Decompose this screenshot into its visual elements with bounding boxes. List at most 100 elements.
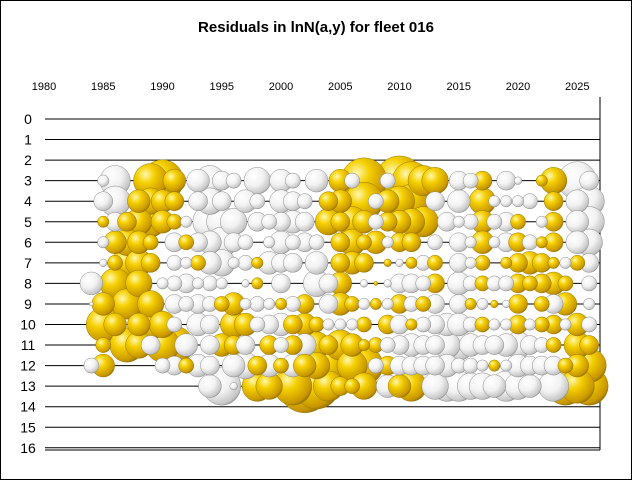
bubble-negative — [500, 359, 513, 372]
bubble-negative — [241, 279, 250, 288]
bubble-positive — [543, 191, 564, 211]
bubble-negative — [359, 279, 369, 288]
bubble-positive — [127, 189, 151, 213]
y-tick-label: 1 — [24, 132, 32, 148]
bubble-negative — [488, 318, 501, 331]
bubble-positive — [474, 316, 491, 333]
bubble-negative — [237, 255, 254, 271]
bubble-negative — [581, 275, 597, 292]
bubble-negative — [180, 256, 193, 269]
bubble-positive — [330, 232, 351, 253]
bubble-negative — [318, 273, 339, 294]
bubble-negative — [79, 271, 104, 296]
bubble-negative — [283, 253, 303, 273]
bubble-positive — [356, 316, 372, 333]
bubble-negative — [261, 213, 278, 230]
x-tick-label: 1980 — [32, 81, 56, 93]
bubble-positive — [273, 357, 289, 374]
y-tick-label: 14 — [20, 399, 36, 415]
bubble-positive — [97, 215, 110, 228]
bubble-positive — [358, 339, 370, 351]
bubble-negative — [89, 301, 94, 307]
bubble-negative — [296, 193, 313, 210]
bubble-positive — [330, 253, 351, 273]
bubble-negative — [273, 337, 289, 353]
bubble-negative — [294, 212, 315, 232]
bubble-positive — [125, 269, 153, 297]
bubble-positive — [247, 355, 268, 376]
bubble-positive — [356, 234, 372, 251]
bubble-negative — [498, 275, 515, 292]
bubble-negative — [496, 170, 516, 191]
bubble-positive — [283, 314, 303, 335]
bubble-negative — [200, 355, 220, 376]
bubble-positive — [522, 275, 538, 292]
bubble-negative — [464, 256, 477, 269]
bubble-negative — [381, 298, 394, 310]
bubble-negative — [263, 298, 276, 310]
bubble-positive — [178, 234, 195, 251]
bubble-positive — [127, 312, 151, 337]
bubble-negative — [178, 296, 195, 312]
bubble-negative — [476, 298, 489, 310]
bubble-negative — [285, 234, 301, 251]
bubble-negative — [415, 275, 432, 292]
bubble-negative — [513, 176, 523, 185]
y-tick-label: 15 — [20, 419, 36, 435]
bubble-negative — [212, 191, 232, 211]
bubble-positive — [166, 213, 183, 230]
bubble-positive — [557, 275, 574, 292]
bubble-positive — [464, 298, 477, 310]
bubble-negative — [304, 251, 329, 275]
bubble-negative — [156, 277, 169, 290]
bubble-positive — [545, 337, 562, 353]
bubble-negative — [367, 193, 384, 210]
bubble-negative — [482, 374, 506, 398]
bubble-negative — [476, 359, 489, 372]
bubble-negative — [488, 236, 501, 249]
bubble-negative — [523, 318, 536, 331]
chart-title: Residuals in lnN(a,y) for fleet 016 — [198, 19, 434, 36]
y-tick-label: 9 — [24, 296, 32, 312]
x-tick-label: 2005 — [328, 81, 352, 93]
bubble-positive — [547, 256, 560, 269]
bubble-positive — [164, 191, 185, 211]
x-tick-label: 2015 — [447, 81, 471, 93]
bubble-negative — [285, 296, 301, 312]
bubble-negative — [237, 234, 254, 251]
bubble-negative — [304, 169, 329, 193]
bubble-positive — [308, 316, 325, 333]
bubble-positive — [427, 255, 443, 271]
y-tick-label: 16 — [20, 440, 36, 456]
bubble-negative — [518, 374, 542, 398]
bubble-negative — [486, 213, 503, 230]
bubble-positive — [293, 353, 317, 378]
bubble-negative — [271, 273, 291, 294]
bubble-positive — [91, 292, 115, 316]
bubble-positive — [142, 234, 159, 251]
bubble-negative — [559, 256, 572, 269]
y-tick-label: 12 — [20, 358, 36, 374]
bubble-positive — [140, 253, 161, 273]
bubble-positive — [387, 374, 412, 398]
bubble-negative — [565, 210, 589, 234]
x-axis-ticks: 1980 1985 1990 1995 2000 2005 2010 2015 2020 2025 — [32, 81, 590, 93]
bubble-positive — [369, 298, 382, 310]
y-tick-label: 6 — [24, 234, 32, 250]
bubble-positive — [162, 169, 187, 193]
bubble-negative — [500, 195, 513, 208]
bubble-negative — [93, 191, 114, 211]
bubble-positive — [405, 318, 418, 331]
y-tick-label: 3 — [24, 173, 32, 189]
bubble-negative — [229, 382, 238, 391]
bubble-positive — [557, 357, 574, 374]
bubble-negative — [522, 234, 538, 251]
x-tick-label: 2020 — [506, 81, 530, 93]
bubble-negative — [484, 335, 505, 355]
y-tick-label: 5 — [24, 214, 32, 230]
bubble-positive — [178, 357, 195, 374]
y-tick-label: 11 — [21, 337, 36, 353]
bubble-negative — [186, 169, 210, 193]
bubble-positive — [383, 258, 392, 267]
